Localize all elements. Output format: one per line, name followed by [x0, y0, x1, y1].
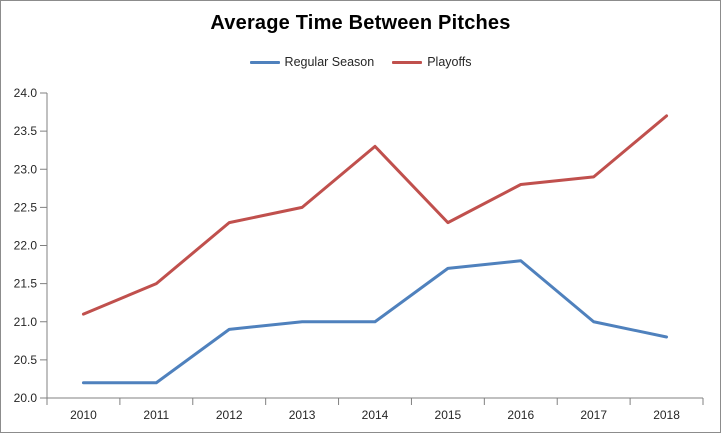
x-axis-tick-label: 2011 [143, 408, 169, 422]
legend-entry-regular-season[interactable]: Regular Season [249, 55, 375, 69]
y-axis-tick-label: 21.0 [14, 315, 38, 329]
x-axis-tick-label: 2018 [653, 408, 680, 422]
y-axis-tick-label: 22.5 [14, 200, 38, 214]
regular-season-line-swatch-icon [249, 60, 280, 64]
legend-entry-playoffs[interactable]: Playoffs [392, 55, 471, 69]
legend-label-playoffs: Playoffs [427, 55, 472, 69]
y-axis-tick-label: 24.0 [14, 86, 38, 100]
x-axis-tick-label: 2014 [362, 408, 389, 422]
y-axis-tick-label: 20.0 [14, 391, 38, 405]
y-axis-tick-label: 21.5 [14, 277, 38, 291]
series-line-regular-season [81, 259, 669, 385]
y-axis-tick-label: 20.5 [14, 353, 38, 367]
x-axis-tick-label: 2016 [507, 408, 534, 422]
y-axis-tick-label: 22.0 [14, 239, 38, 253]
chart-title: Average Time Between Pitches [210, 12, 511, 34]
playoffs-line-swatch-icon [392, 60, 423, 64]
legend-label-regular-season: Regular Season [284, 55, 375, 69]
x-axis-tick-label: 2013 [289, 408, 316, 422]
legend: Regular Season Playoffs [1, 55, 720, 69]
series-line-playoffs [81, 114, 669, 316]
x-axis-tick-label: 2015 [435, 408, 462, 422]
x-axis-tick-label: 2010 [70, 408, 97, 422]
y-axis-tick-label: 23.5 [14, 124, 38, 138]
y-axis-tick-label: 23.0 [14, 162, 38, 176]
x-axis-tick-label: 2017 [580, 408, 607, 422]
x-axis-tick-label: 2012 [216, 408, 243, 422]
